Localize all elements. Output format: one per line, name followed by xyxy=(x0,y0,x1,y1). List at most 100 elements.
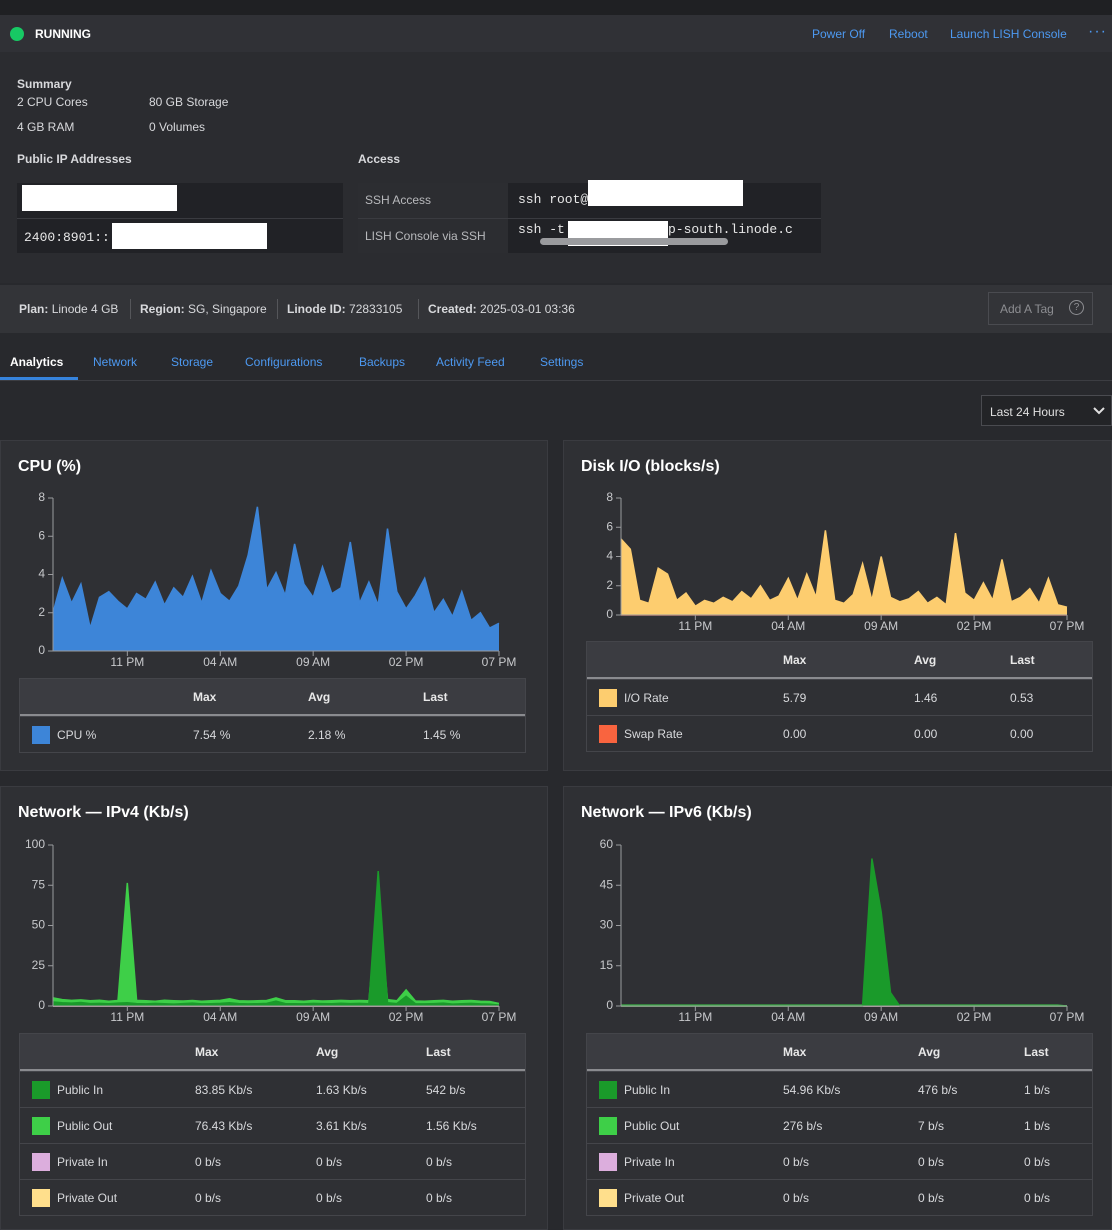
x-tick-label: 07 PM xyxy=(482,655,517,669)
y-tick-label: 0 xyxy=(38,998,45,1012)
range-select[interactable]: Last 24 Hours xyxy=(981,395,1112,426)
area-fill xyxy=(621,530,1067,615)
series-name: Private In xyxy=(624,1155,675,1169)
header-cell: Last xyxy=(1024,1045,1049,1059)
tab[interactable]: Settings xyxy=(540,355,584,369)
chart: 0 2 4 6 8 11 PM 04 AM 09 AM 02 PM 07 PM xyxy=(38,490,517,669)
tab[interactable]: Analytics xyxy=(10,355,64,369)
stat-cell: 276 b/s xyxy=(783,1119,823,1133)
chart-panel: Network — IPv6 (Kb/s) 0 15 30 45 60 11 PM 04 AM… xyxy=(563,786,1112,1230)
stat-cell: 2.18 % xyxy=(308,728,346,742)
ipv6: 2400:8901:: xyxy=(24,230,110,245)
stat-cell: 7 b/s xyxy=(918,1119,945,1133)
series-name: Public In xyxy=(624,1083,671,1097)
plan-key: Region: xyxy=(140,302,185,316)
more-menu[interactable]: ··· xyxy=(1088,23,1107,40)
header-cell: Avg xyxy=(316,1045,339,1059)
x-tick-label: 04 AM xyxy=(771,1010,805,1024)
tab[interactable]: Backups xyxy=(359,355,406,369)
ip-title: Public IP Addresses xyxy=(17,152,132,166)
stat-cell: 1.45 % xyxy=(423,728,461,742)
series-name: Swap Rate xyxy=(624,727,683,741)
spec: 80 GB Storage xyxy=(149,95,229,109)
tab[interactable]: Storage xyxy=(171,355,214,369)
chart-title: Network — IPv4 (Kb/s) xyxy=(18,804,189,821)
series-line xyxy=(52,882,500,1005)
stat-cell: 7.54 % xyxy=(193,728,231,742)
series-name: Private Out xyxy=(624,1191,685,1205)
spec: 2 CPU Cores xyxy=(17,95,88,109)
y-tick-label: 8 xyxy=(38,490,45,504)
x-tick-label: 09 AM xyxy=(864,1010,898,1024)
stat-cell: 1.46 xyxy=(914,691,938,705)
status-bar: RUNNING Power Off Reboot Launch LISH Con… xyxy=(0,15,1112,52)
x-tick-label: 02 PM xyxy=(957,1010,992,1024)
header-cell: Avg xyxy=(918,1045,941,1059)
y-tick-label: 4 xyxy=(38,567,45,581)
series-name: Public Out xyxy=(57,1119,113,1133)
tab-divider xyxy=(0,380,1112,381)
stat-cell: 0 b/s xyxy=(426,1155,453,1169)
chart-title: Network — IPv6 (Kb/s) xyxy=(581,804,752,821)
add-tag-button[interactable]: Add A Tag ? xyxy=(988,292,1093,325)
plan-item: Linode ID: 72833105 xyxy=(287,302,402,316)
table-row: Public In 54.96 Kb/s 476 b/s 1 b/s xyxy=(587,1071,1092,1107)
separator xyxy=(418,299,419,319)
action[interactable]: Launch LISH Console xyxy=(950,27,1067,41)
summary-section: Summary 2 CPU Cores 80 GB Storage 4 GB R… xyxy=(0,52,1112,283)
plan-key: Plan: xyxy=(19,302,49,316)
stat-cell: 0.00 xyxy=(783,727,807,741)
stat-cell: 54.96 Kb/s xyxy=(783,1083,841,1097)
stat-cell: 0 b/s xyxy=(426,1191,453,1205)
y-tick-label: 75 xyxy=(32,877,46,891)
table-row: Private In 0 b/s 0 b/s 0 b/s xyxy=(587,1143,1092,1179)
legend-swatch xyxy=(599,1117,617,1135)
help-icon[interactable]: ? xyxy=(1069,300,1084,315)
header-cell: Max xyxy=(195,1045,219,1059)
chart: 0 15 30 45 60 11 PM 04 AM 09 AM 02 PM 07 PM xyxy=(600,837,1085,1024)
top-strip xyxy=(0,0,1112,15)
action[interactable]: Power Off xyxy=(812,27,866,41)
tab[interactable]: Network xyxy=(93,355,138,369)
summary-title: Summary xyxy=(17,77,72,91)
plan-bar: Plan: Linode 4 GB Region: SG, Singapore … xyxy=(0,285,1112,333)
stat-cell: 5.79 xyxy=(783,691,807,705)
stat-cell: 1.63 Kb/s xyxy=(316,1083,367,1097)
stat-cell: 0 b/s xyxy=(316,1155,343,1169)
tab-indicator xyxy=(0,377,78,380)
table-row: Public Out 76.43 Kb/s 3.61 Kb/s 1.56 Kb/s xyxy=(20,1107,525,1143)
stat-cell: 0 b/s xyxy=(1024,1191,1051,1205)
header-cell: Avg xyxy=(308,690,331,704)
scrollbar[interactable] xyxy=(540,238,728,245)
legend-table: Max Avg Last Public In 83.85 Kb/s 1.63 Kb/s 54… xyxy=(19,1033,526,1216)
tab[interactable]: Activity Feed xyxy=(436,355,505,369)
header-cell: Avg xyxy=(914,653,937,667)
header-cell: Max xyxy=(193,690,217,704)
spec: 0 Volumes xyxy=(149,120,206,134)
x-tick-label: 09 AM xyxy=(864,619,898,633)
series-name: Private In xyxy=(57,1155,108,1169)
legend-swatch xyxy=(32,726,50,744)
legend-swatch xyxy=(32,1153,50,1171)
stat-cell: 1 b/s xyxy=(1024,1083,1051,1097)
stat-cell: 76.43 Kb/s xyxy=(195,1119,253,1133)
series-name: Public Out xyxy=(624,1119,680,1133)
series-line xyxy=(621,858,1067,1007)
x-tick-label: 11 PM xyxy=(110,655,144,669)
access-label: SSH Access xyxy=(365,193,432,207)
plan-item: Created: 2025-03-01 03:36 xyxy=(428,302,575,316)
stat-cell: 0 b/s xyxy=(918,1191,945,1205)
action[interactable]: Reboot xyxy=(889,27,928,41)
plan-value: SG, Singapore xyxy=(188,302,267,316)
y-tick-label: 6 xyxy=(38,528,45,542)
x-tick-label: 09 AM xyxy=(296,1010,330,1024)
stat-cell: 0 b/s xyxy=(783,1155,810,1169)
tab[interactable]: Configurations xyxy=(245,355,323,369)
y-tick-label: 6 xyxy=(606,519,613,533)
stat-cell: 0 b/s xyxy=(918,1155,945,1169)
x-tick-label: 02 PM xyxy=(389,1010,424,1024)
area-fill xyxy=(53,506,499,651)
table-row: CPU % 7.54 % 2.18 % 1.45 % xyxy=(20,716,525,752)
table-header: Max Avg Last xyxy=(20,679,525,716)
y-tick-label: 2 xyxy=(38,605,45,619)
